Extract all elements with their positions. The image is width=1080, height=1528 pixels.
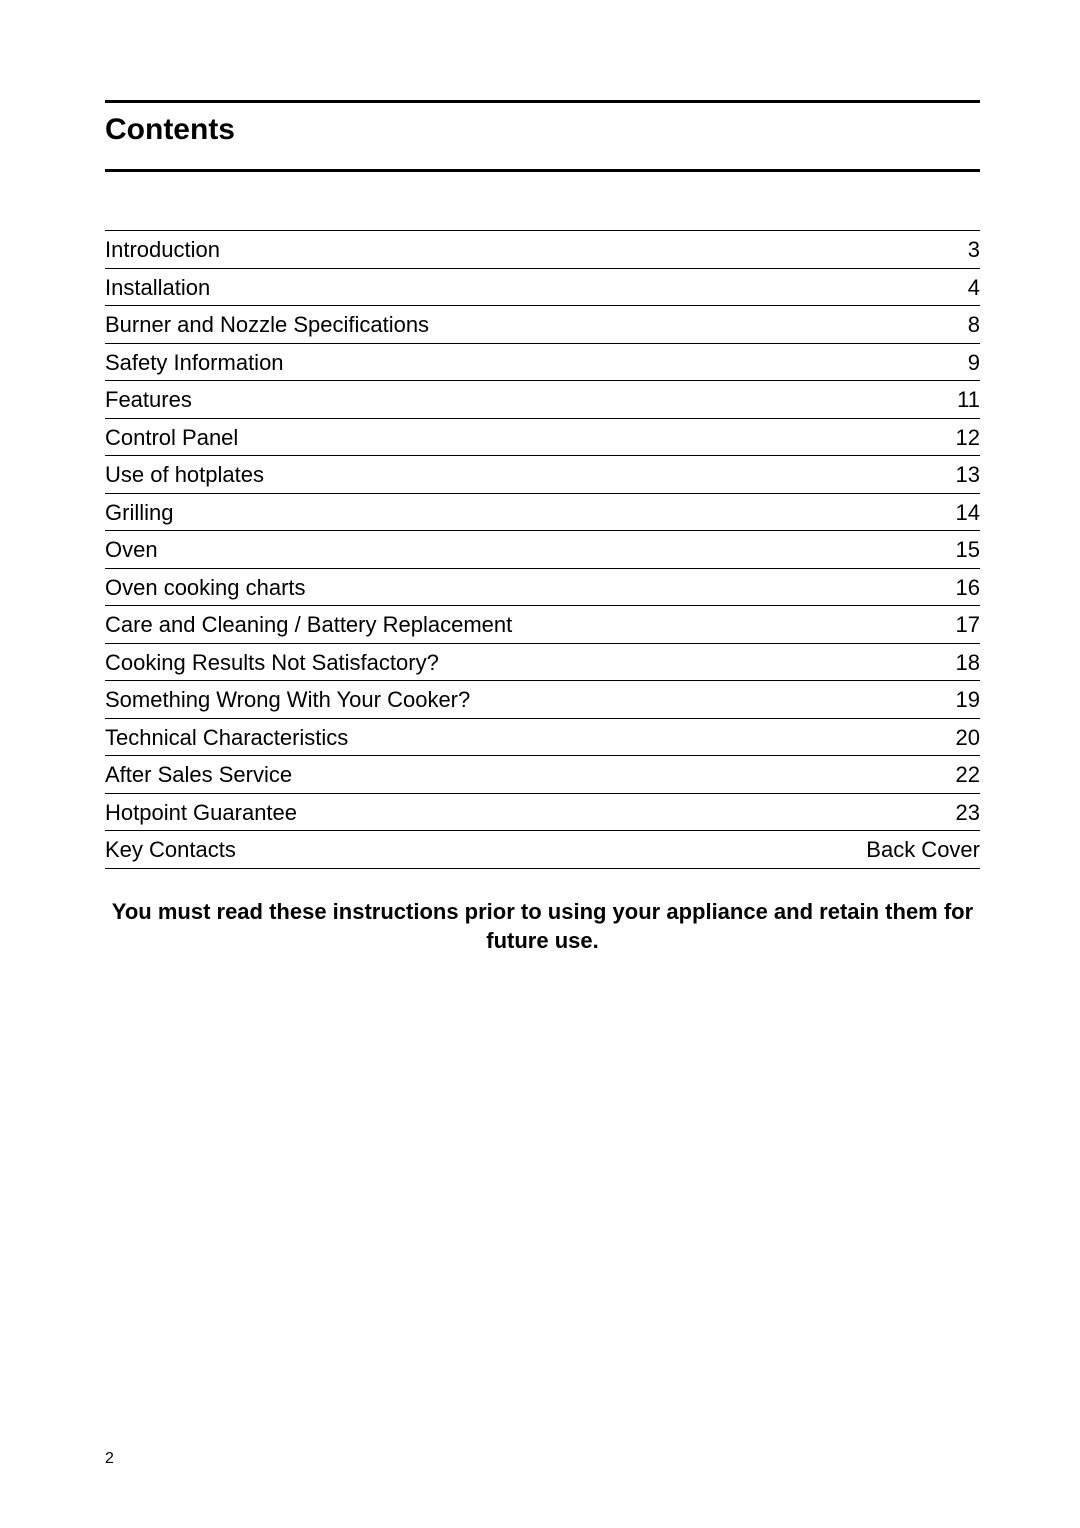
- toc-row: Safety Information 9: [105, 343, 980, 381]
- toc-page: 14: [936, 499, 980, 527]
- toc-page: 13: [936, 461, 980, 489]
- toc-label: Safety Information: [105, 349, 948, 377]
- toc-row: Introduction 3: [105, 230, 980, 268]
- title-block: Contents: [105, 100, 980, 172]
- toc-page: 16: [936, 574, 980, 602]
- toc-page: 15: [936, 536, 980, 564]
- toc-row: Features 11: [105, 380, 980, 418]
- toc-page: 12: [936, 424, 980, 452]
- toc-label: Something Wrong With Your Cooker?: [105, 686, 936, 714]
- page-title: Contents: [105, 113, 980, 147]
- toc-row: Care and Cleaning / Battery Replacement …: [105, 605, 980, 643]
- toc-page: 23: [936, 799, 980, 827]
- toc-page: 9: [948, 349, 980, 377]
- notice-text: You must read these instructions prior t…: [105, 897, 980, 956]
- toc-row: Key Contacts Back Cover: [105, 830, 980, 869]
- toc-row: Installation 4: [105, 268, 980, 306]
- toc-row: Grilling 14: [105, 493, 980, 531]
- toc-label: Burner and Nozzle Specifications: [105, 311, 948, 339]
- toc-row: Hotpoint Guarantee 23: [105, 793, 980, 831]
- toc-label: Technical Characteristics: [105, 724, 936, 752]
- toc-label: Grilling: [105, 499, 936, 527]
- toc-label: Oven: [105, 536, 936, 564]
- toc-label: Care and Cleaning / Battery Replacement: [105, 611, 936, 639]
- toc-label: Oven cooking charts: [105, 574, 936, 602]
- toc-row: Something Wrong With Your Cooker? 19: [105, 680, 980, 718]
- toc-label: Use of hotplates: [105, 461, 936, 489]
- toc-page: 22: [936, 761, 980, 789]
- toc-label: Hotpoint Guarantee: [105, 799, 936, 827]
- toc-row: Technical Characteristics 20: [105, 718, 980, 756]
- toc-row: Control Panel 12: [105, 418, 980, 456]
- toc-label: Installation: [105, 274, 948, 302]
- toc-label: Features: [105, 386, 937, 414]
- toc-label: Control Panel: [105, 424, 936, 452]
- notice-line-1: You must read these instructions prior t…: [112, 899, 973, 924]
- toc-page: 19: [936, 686, 980, 714]
- toc-row: After Sales Service 22: [105, 755, 980, 793]
- page-number: 2: [105, 1450, 114, 1468]
- toc-page: Back Cover: [846, 836, 980, 864]
- toc-row: Cooking Results Not Satisfactory? 18: [105, 643, 980, 681]
- table-of-contents: Introduction 3 Installation 4 Burner and…: [105, 230, 980, 869]
- toc-label: Key Contacts: [105, 836, 846, 864]
- toc-row: Use of hotplates 13: [105, 455, 980, 493]
- page-container: Contents Introduction 3 Installation 4 B…: [0, 0, 1080, 1528]
- toc-page: 11: [937, 386, 980, 414]
- toc-page: 17: [936, 611, 980, 639]
- toc-page: 18: [936, 649, 980, 677]
- toc-label: After Sales Service: [105, 761, 936, 789]
- toc-row: Oven cooking charts 16: [105, 568, 980, 606]
- toc-row: Oven 15: [105, 530, 980, 568]
- toc-page: 4: [948, 274, 980, 302]
- toc-page: 3: [948, 236, 980, 264]
- toc-label: Cooking Results Not Satisfactory?: [105, 649, 936, 677]
- toc-page: 20: [936, 724, 980, 752]
- toc-page: 8: [948, 311, 980, 339]
- notice-line-2: future use.: [486, 928, 598, 953]
- toc-row: Burner and Nozzle Specifications 8: [105, 305, 980, 343]
- toc-label: Introduction: [105, 236, 948, 264]
